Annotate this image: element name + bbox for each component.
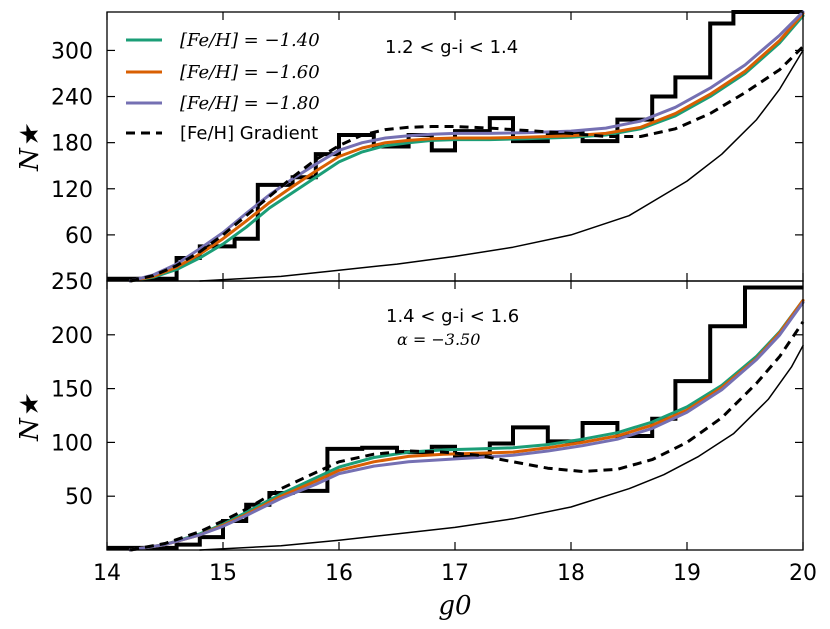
series-fe-h-1-40 [128, 14, 805, 283]
ytick-label: 180 [51, 132, 93, 157]
top-panel-annotation: 1.2 < g-i < 1.4 [385, 37, 518, 58]
legend-label-feh-140: [Fe/H] = −1.40 [180, 30, 320, 51]
top-panel-series [128, 10, 805, 283]
series-fe-h-1-60 [128, 12, 805, 283]
ytick-label: 60 [65, 224, 93, 249]
ytick-label: 50 [65, 485, 93, 510]
top-panel-ticks: 60 120 180 240 300 [51, 12, 804, 281]
top-panel-histogram [107, 10, 803, 281]
legend: [Fe/H] = −1.40 [Fe/H] = −1.60 [Fe/H] = −… [126, 30, 320, 144]
ytick-label: 300 [51, 39, 93, 64]
xtick-label: 20 [789, 561, 817, 586]
bottom-panel-annotation: 1.4 < g-i < 1.6 [386, 306, 519, 327]
legend-label-gradient: [Fe/H] Gradient [180, 123, 318, 144]
bottom-panel: 50 100 150 200 14 15 16 17 18 19 20 1.4 < g-i < 1.… [15, 280, 817, 621]
top-panel-corner-label: 250 [51, 270, 93, 295]
bottom-panel-ylabel: N★ [15, 393, 45, 442]
top-panel-ylabel: N★ [15, 123, 45, 172]
series-background [199, 344, 804, 551]
series-fe-h-gradient [129, 321, 805, 552]
ytick-label: 240 [51, 86, 93, 111]
x-axis-label: g0 [438, 591, 471, 621]
series-fe-h-1-80 [128, 10, 805, 283]
ytick-label: 150 [51, 378, 93, 403]
legend-label-feh-180: [Fe/H] = −1.80 [180, 93, 320, 114]
xtick-label: 18 [557, 561, 585, 586]
ytick-label: 120 [51, 178, 93, 203]
series-fe-h-1-80 [128, 301, 805, 552]
bottom-panel-series [128, 298, 805, 552]
top-panel: 60 120 180 240 300 1.2 < g-i < 1.4 [Fe/H] = … [15, 10, 805, 295]
bottom-panel-alpha-annotation: α = −3.50 [397, 330, 480, 349]
series-background [199, 49, 804, 282]
xtick-label: 17 [441, 561, 469, 586]
legend-label-feh-160: [Fe/H] = −1.60 [180, 62, 320, 83]
series-fe-h-gradient [129, 45, 805, 283]
xtick-label: 19 [673, 561, 701, 586]
ytick-label: 100 [51, 431, 93, 456]
xtick-label: 14 [93, 561, 121, 586]
bottom-panel-ticks: 50 100 150 200 14 15 16 17 18 19 20 [51, 281, 817, 586]
histogram-steps [107, 10, 803, 281]
xtick-label: 16 [325, 561, 353, 586]
xtick-label: 15 [209, 561, 237, 586]
ytick-label: 200 [51, 324, 93, 349]
bottom-panel-frame [106, 280, 804, 551]
